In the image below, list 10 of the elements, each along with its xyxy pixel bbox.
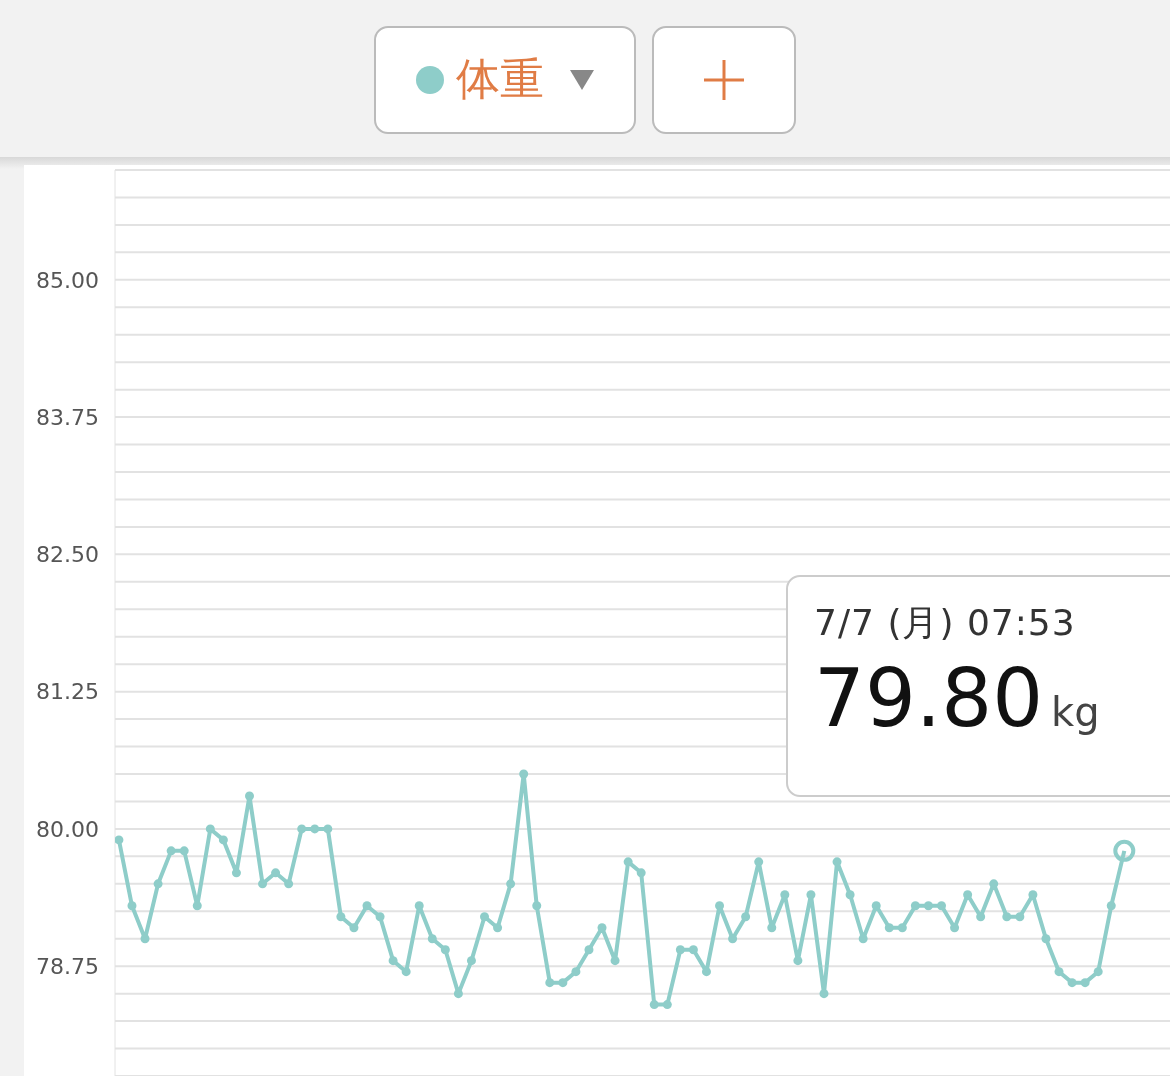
y-tick-label: 80.00 [36,816,99,842]
annotation: kg [1051,689,1100,735]
annotation: 79.80 [814,652,1044,745]
annotation: 7/7 (月) 07:53 [814,601,1077,645]
y-tick-label: 85.00 [36,267,99,293]
y-tick-label: 82.50 [36,542,99,568]
y-tick-label: 83.75 [36,404,99,430]
y-tick-label: 81.25 [36,679,99,705]
legend-label: 体重 [456,52,544,106]
y-tick-label: 78.75 [36,953,99,979]
